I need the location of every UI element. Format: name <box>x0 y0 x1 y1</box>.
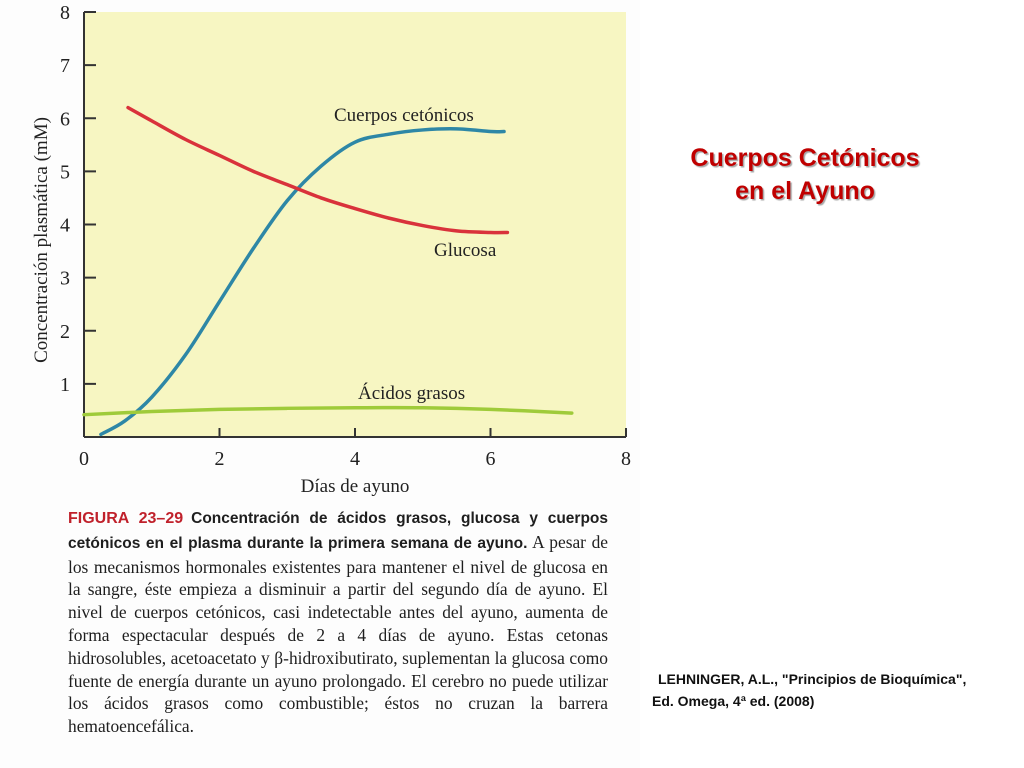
citation-line1: LEHNINGER, A.L., "Principios de Bioquími… <box>658 671 967 687</box>
citation: LEHNINGER, A.L., "Principios de Bioquími… <box>652 668 1012 712</box>
citation-line2: Ed. Omega, 4ª ed. (2008) <box>652 693 815 709</box>
x-tick-label: 8 <box>621 448 631 470</box>
figure-caption: FIGURA 23–29 Concentración de ácidos gras… <box>68 506 608 738</box>
slide-title-line1: Cuerpos Cetónicos <box>690 144 920 172</box>
series-label: Cuerpos cetónicos <box>334 105 474 126</box>
y-tick-label: 8 <box>60 2 70 24</box>
series-label: Glucosa <box>434 240 497 261</box>
series-line-cuerpos-cetonicos <box>99 127 506 437</box>
x-tick-label: 6 <box>486 448 496 470</box>
chart-series <box>82 105 574 437</box>
slide-title: Cuerpos Cetónicos en el Ayuno <box>640 142 970 208</box>
textbook-figure-scan: 0 2 4 6 8 1 2 3 4 5 6 7 8 Cuerpos cetónicos Glucosa Ác… <box>31 2 631 738</box>
y-tick-label: 2 <box>60 321 70 343</box>
figure-label: FIGURA 23–29 <box>68 510 184 527</box>
x-tick-label: 0 <box>79 448 89 470</box>
chart-series-labels: Cuerpos cetónicos Glucosa Ácidos grasos <box>334 105 497 404</box>
series-line-glucosa <box>126 105 510 235</box>
concentration-line-chart: 0 2 4 6 8 1 2 3 4 5 6 7 8 Cuerpos cetónicos Glucosa Ác… <box>31 2 631 497</box>
y-tick-label: 6 <box>60 108 70 130</box>
plot-area-background <box>84 12 626 437</box>
series-line-acidos-grasos <box>82 405 574 417</box>
y-tick-label: 7 <box>60 55 70 77</box>
caption-body-text: A pesar de los mecanismos hormonales exi… <box>68 531 609 737</box>
y-tick-label: 1 <box>60 374 70 396</box>
y-axis-title: Concentración plasmática (mM) <box>31 117 52 363</box>
slide-title-line2: en el Ayuno <box>735 177 875 205</box>
y-tick-label: 4 <box>60 215 70 237</box>
caption-bold-text: Concentración de ácidos grasos, glucosa … <box>68 510 609 552</box>
series-label: Ácidos grasos <box>358 382 465 404</box>
x-axis-title: Días de ayuno <box>301 476 410 497</box>
y-tick-label: 3 <box>60 268 70 290</box>
x-tick-label: 4 <box>350 448 360 470</box>
y-tick-label: 5 <box>60 161 70 183</box>
x-tick-label: 2 <box>215 448 225 470</box>
chart-ticks: 0 2 4 6 8 1 2 3 4 5 6 7 8 <box>60 2 631 470</box>
